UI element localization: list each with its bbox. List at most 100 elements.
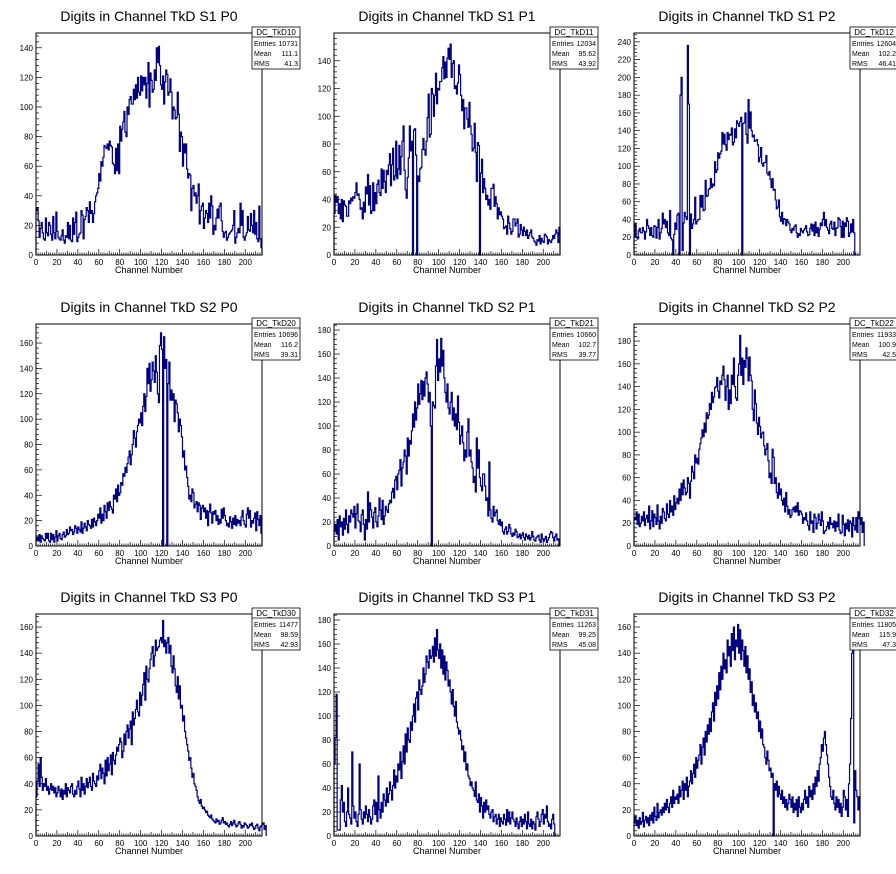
x-axis-label: Channel Number: [115, 265, 183, 275]
x-tick-label: 40: [73, 839, 82, 848]
plot-frame: [35, 613, 263, 837]
stats-value: 10731: [279, 41, 299, 48]
x-tick-label: 160: [795, 549, 809, 558]
x-tick-label: 0: [332, 839, 337, 848]
x-tick-label: 0: [34, 839, 39, 848]
x-tick-label: 180: [516, 258, 530, 267]
x-tick-label: 60: [692, 258, 701, 267]
y-tick-label: 120: [318, 398, 332, 407]
chart-title: Digits in Channel TkD S3 P2: [658, 589, 835, 605]
x-tick-label: 40: [671, 839, 680, 848]
x-tick-label: 120: [753, 839, 767, 848]
x-tick-label: 60: [692, 839, 701, 848]
x-tick-label: 200: [837, 839, 851, 848]
x-tick-label: 200: [537, 839, 551, 848]
stats-value: 102.2: [878, 51, 896, 58]
stats-box: DC_TkD31 Entries 11263 Mean 99.25 RMS 45.08: [549, 607, 599, 651]
stats-value: 99.25: [578, 632, 596, 639]
x-axis-label: Channel Number: [115, 846, 183, 856]
y-tick-label: 140: [20, 364, 34, 373]
y-tick-label: 40: [622, 496, 631, 505]
histogram-series: [333, 629, 556, 836]
x-tick-label: 140: [774, 549, 788, 558]
histogram-panel: Digits in Channel TkD S2 P1 0 20 40 60 80 100 1…: [318, 299, 599, 566]
stats-value: 111.1: [282, 51, 299, 58]
y-tick-label: 120: [618, 405, 632, 414]
stats-label: RMS: [552, 352, 568, 359]
x-tick-label: 20: [650, 839, 659, 848]
y-tick-label: 140: [618, 649, 632, 658]
x-axis-label: Channel Number: [713, 265, 781, 275]
x-tick-label: 0: [332, 549, 337, 558]
x-tick-label: 140: [774, 258, 788, 267]
y-tick-label: 180: [318, 616, 332, 625]
stats-value: 11477: [279, 622, 298, 629]
y-tick-label: 0: [627, 251, 632, 260]
stats-value: 11263: [577, 622, 596, 629]
y-tick-label: 160: [618, 360, 632, 369]
y-tick-label: 20: [24, 517, 33, 526]
y-tick-label: 160: [618, 109, 632, 118]
x-tick-label: 60: [94, 549, 103, 558]
y-tick-label: 80: [24, 133, 33, 142]
x-axis-label: Channel Number: [413, 846, 481, 856]
y-tick-label: 100: [318, 422, 332, 431]
x-tick-label: 180: [218, 549, 232, 558]
x-tick-label: 200: [837, 549, 851, 558]
stats-name: DC_TkD11: [555, 28, 595, 37]
stats-name: DC_TkD21: [554, 319, 594, 328]
y-tick-label: 140: [318, 374, 332, 383]
y-tick-label: 0: [627, 542, 632, 551]
y-tick-label: 20: [322, 223, 331, 232]
y-tick-label: 40: [322, 494, 331, 503]
histogram-panel: Digits in Channel TkD S1 P1 0 20 40 60 80 100 1…: [318, 8, 599, 275]
stats-name: DC_TkD30: [256, 609, 296, 618]
x-tick-label: 20: [52, 258, 61, 267]
x-tick-label: 200: [837, 258, 851, 267]
histogram-panel: Digits in Channel TkD S2 P2 0 20 40 60 80 100 1…: [618, 299, 896, 566]
x-tick-label: 0: [632, 839, 637, 848]
y-tick-label: 60: [322, 168, 331, 177]
x-tick-label: 200: [239, 258, 253, 267]
stats-label: RMS: [852, 352, 868, 359]
stats-label: Mean: [852, 342, 870, 349]
x-tick-label: 160: [197, 549, 211, 558]
stats-name: DC_TkD10: [256, 28, 296, 37]
stats-label: Mean: [254, 51, 272, 58]
x-tick-label: 180: [816, 549, 830, 558]
stats-box: DC_TkD11 Entries 12034 Mean 95.62 RMS 43.92: [549, 26, 599, 70]
x-tick-label: 100: [134, 549, 148, 558]
x-tick-label: 160: [495, 549, 509, 558]
chart-title: Digits in Channel TkD S3 P1: [358, 589, 535, 605]
stats-name: DC_TkD22: [854, 319, 894, 328]
stats-value: 12604: [877, 41, 896, 48]
histogram-series: [35, 45, 263, 255]
x-tick-label: 180: [516, 839, 530, 848]
x-tick-label: 80: [713, 549, 722, 558]
stats-label: RMS: [552, 61, 568, 68]
y-tick-label: 20: [622, 233, 631, 242]
y-tick-label: 80: [622, 728, 631, 737]
x-axis-label: Channel Number: [115, 556, 183, 566]
x-tick-label: 40: [671, 258, 680, 267]
y-tick-label: 140: [318, 57, 332, 66]
y-tick-label: 80: [622, 180, 631, 189]
stats-label: RMS: [254, 61, 270, 68]
y-tick-label: 140: [618, 127, 632, 136]
stats-label: RMS: [852, 642, 868, 649]
histogram-panel: Digits in Channel TkD S1 P2 0 20 40 60 80 100 1…: [618, 8, 896, 275]
x-axis-label: Channel Number: [413, 265, 481, 275]
y-tick-label: 0: [29, 542, 34, 551]
y-tick-label: 120: [618, 675, 632, 684]
y-tick-label: 100: [618, 701, 632, 710]
x-tick-label: 20: [350, 549, 359, 558]
histogram-panel: Digits in Channel TkD S3 P0 0 20 40 60 80 100 1…: [20, 589, 301, 856]
x-tick-label: 140: [176, 839, 190, 848]
stats-label: RMS: [254, 352, 270, 359]
histogram-series: [633, 44, 856, 256]
y-tick-label: 60: [322, 470, 331, 479]
x-tick-label: 40: [73, 549, 82, 558]
chart-title: Digits in Channel TkD S2 P0: [60, 299, 237, 315]
stats-value: 102.7: [578, 342, 596, 349]
